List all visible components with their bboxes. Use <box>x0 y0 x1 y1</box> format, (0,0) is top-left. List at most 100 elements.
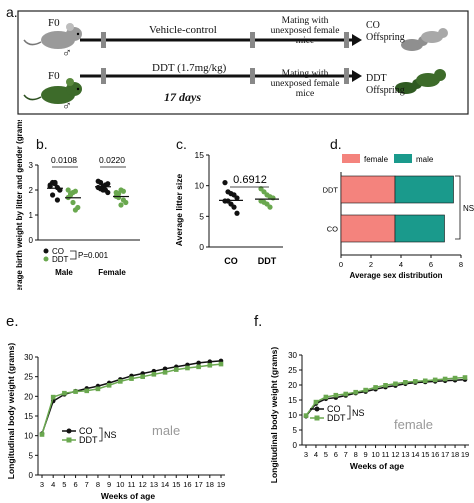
panel-label-e: e. <box>6 313 19 330</box>
chart-e-xtick-label: 8 <box>96 480 100 489</box>
chart-b-legend: CO DDT P=0.001 <box>43 247 109 264</box>
chart-e-point-ddt <box>218 361 224 367</box>
chart-e-xtick-label: 14 <box>161 480 169 489</box>
chart-e-ytick-label: 10 <box>24 432 33 441</box>
row2-outcome: DDT Offspring <box>366 73 405 96</box>
chart-c-xtick-label: DDT <box>258 256 277 266</box>
chart-e-xlabel: Weeks of age <box>101 491 155 501</box>
chart-b-pvalue-male: 0.0108 <box>51 155 77 165</box>
chart-b-legend-co: CO <box>52 247 64 256</box>
chart-b-xtick-label: Male <box>55 268 73 277</box>
chart-e-point-ddt <box>73 389 78 394</box>
ddt-offspring-mice-icon <box>395 69 446 94</box>
chart-e-xtick-label: 17 <box>194 480 202 489</box>
chart-f-ns: NS <box>352 408 365 418</box>
chart-f-legend: CO DDT NS <box>310 404 365 423</box>
chart-e-point-ddt <box>106 383 112 388</box>
panel-a-schematic <box>17 10 469 115</box>
chart-f-sex-label: female <box>394 417 433 432</box>
chart-f-ytick-label: 0 <box>293 441 298 450</box>
chart-d-sex-distribution: 0 2 4 6 8 DDT CO female male NS Average sex di… <box>323 154 474 280</box>
chart-f-ytick-label: 25 <box>288 366 297 375</box>
row1-generation: F0 <box>48 17 60 29</box>
chart-d-ytick-label: CO <box>327 225 338 234</box>
chart-f-ytick-label: 5 <box>293 426 298 435</box>
timeline-tick <box>101 68 106 84</box>
chart-f-point-ddt <box>303 413 309 418</box>
chart-b-birth-weight: Average birth weight by litter and gende… <box>15 120 140 290</box>
chart-e-xtick-label: 5 <box>62 480 66 489</box>
chart-e-point-ddt <box>162 370 168 375</box>
chart-f-point-ddt <box>313 399 319 405</box>
chart-d-xlabel: Average sex distribution <box>349 271 442 280</box>
chart-e-xtick-label: 10 <box>116 480 124 489</box>
chart-e-ytick-label: 5 <box>29 451 34 460</box>
chart-e-legend-ddt: DDT <box>79 435 98 445</box>
chart-e-point-ddt <box>39 432 45 437</box>
chart-f-point-ddt <box>422 378 428 384</box>
chart-e-xtick-label: 11 <box>128 480 136 489</box>
chart-d-xtick-label: 6 <box>429 260 433 269</box>
chart-e-ns: NS <box>104 430 117 440</box>
chart-d-ytick-label: DDT <box>323 186 339 195</box>
chart-e-point-co <box>196 360 201 366</box>
chart-e-xtick-label: 4 <box>51 480 55 489</box>
chart-e-point-ddt <box>196 364 201 370</box>
chart-f-point-ddt <box>452 375 458 381</box>
chart-e-point-ddt <box>95 386 101 392</box>
chart-e-point-ddt <box>140 374 145 379</box>
ddt-mouse-icon <box>23 78 82 104</box>
chart-b-point-ddt <box>70 189 76 196</box>
chart-e-xtick-label: 19 <box>217 480 225 489</box>
chart-e-xtick-label: 18 <box>206 480 214 489</box>
chart-b-point-co <box>50 192 56 198</box>
chart-f-point-ddt <box>363 387 368 393</box>
row1-sex-symbol: ♂ <box>62 45 72 60</box>
chart-b-point-co <box>47 183 53 189</box>
chart-f-xtick-label: 19 <box>461 450 469 459</box>
panel-label-d: d. <box>330 136 342 152</box>
chart-f-ylabel: Longitudinal body weight (grams) <box>269 347 279 484</box>
chart-e-point-ddt <box>50 394 56 400</box>
chart-f-point-ddt <box>353 389 358 395</box>
chart-d-xtick-label: 0 <box>339 260 343 269</box>
control-mouse-icon <box>23 23 82 49</box>
chart-f-xtick-label: 16 <box>431 450 439 459</box>
chart-e-xtick-label: 12 <box>139 480 147 489</box>
chart-d-bar-male-co <box>394 214 445 243</box>
chart-e-ylabel: Longitudinal body weight (grams) <box>6 343 16 480</box>
chart-f-point-ddt <box>432 377 438 383</box>
chart-e-ytick-label: 30 <box>24 353 33 362</box>
chart-e-xtick-label: 3 <box>40 480 44 489</box>
chart-f-ytick-label: 30 <box>288 351 297 360</box>
chart-f-xtick-label: 17 <box>441 450 449 459</box>
chart-c-point-ddt <box>267 204 273 210</box>
panel-label-c: c. <box>176 136 187 152</box>
chart-f-point-ddt <box>323 394 329 400</box>
chart-e-male-body-weight: Longitudinal body weight (grams) 0 5 10 15 2… <box>6 343 225 501</box>
chart-e-point-ddt <box>118 379 123 384</box>
chart-c-xtick-label: CO <box>224 256 238 266</box>
timeline-tick <box>344 68 349 84</box>
chart-f-point-ddt <box>403 380 408 385</box>
chart-b-xtick-label: Female <box>98 268 126 277</box>
chart-b-point-co <box>95 178 101 184</box>
chart-f-xtick-label: 11 <box>382 450 390 459</box>
chart-c-ytick-label: 10 <box>195 181 205 191</box>
chart-f-point-ddt <box>462 375 468 380</box>
chart-b-point-ddt <box>70 199 76 206</box>
chart-f-point-ddt <box>393 381 398 387</box>
chart-f-point-ddt <box>333 392 339 398</box>
timeline-tick <box>344 32 349 48</box>
chart-c-ytick-label: 0 <box>199 242 204 252</box>
row2-treatment: DDT (1.7mg/kg) <box>152 62 227 74</box>
chart-f-ytick-label: 20 <box>288 381 297 390</box>
chart-b-point-co <box>54 197 61 203</box>
chart-d-bar-female-ddt <box>340 175 396 204</box>
chart-b-ytick-label: 3 <box>29 161 34 170</box>
chart-e-xtick-label: 15 <box>172 480 180 489</box>
chart-b-legend-pvalue: P=0.001 <box>78 251 109 260</box>
chart-e-point-co <box>162 366 168 372</box>
panel-a-frame <box>17 10 469 115</box>
chart-e-xtick-label: 9 <box>107 480 111 489</box>
